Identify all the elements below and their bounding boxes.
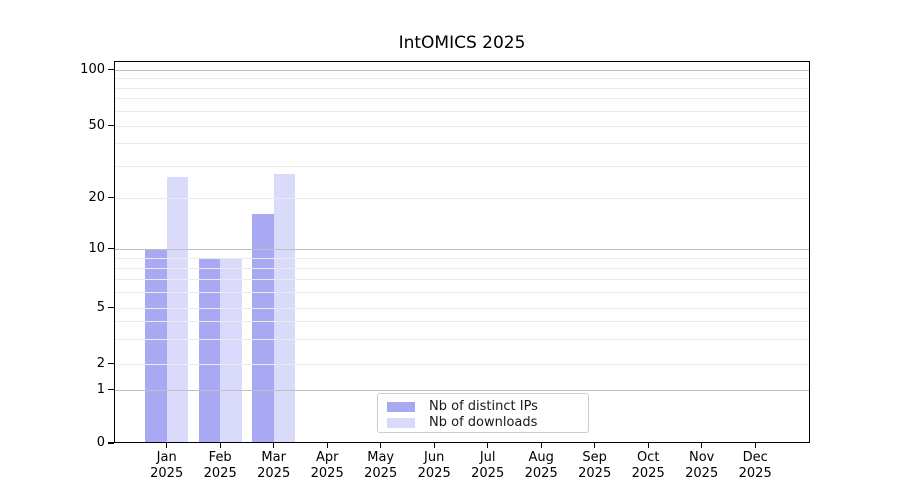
gridline-minor bbox=[114, 110, 810, 112]
y-tick-mark bbox=[108, 248, 114, 250]
bar-distinct-ips-mar bbox=[252, 214, 274, 443]
chart-title: IntOMICS 2025 bbox=[398, 33, 526, 53]
legend-label-downloads: Nb of downloads bbox=[429, 415, 538, 430]
legend-item-downloads: Nb of downloads bbox=[387, 415, 588, 430]
y-tick-mark bbox=[108, 362, 114, 365]
x-tick-label: Aug 2025 bbox=[524, 450, 558, 481]
x-tick-label: Jan 2025 bbox=[150, 450, 184, 481]
y-tick-mark bbox=[108, 197, 114, 199]
gridline-minor bbox=[114, 197, 810, 199]
legend-swatch-distinct-ips bbox=[387, 401, 415, 412]
gridline-minor bbox=[114, 125, 810, 127]
y-tick-mark bbox=[108, 124, 114, 127]
legend-item-distinct-ips: Nb of distinct IPs bbox=[387, 399, 588, 414]
x-tick-mark bbox=[754, 443, 756, 448]
gridline-minor bbox=[114, 87, 810, 89]
x-tick-label: Feb 2025 bbox=[203, 450, 237, 481]
gridline-minor bbox=[114, 363, 810, 365]
y-tick-label: 20 bbox=[88, 189, 105, 205]
bar-distinct-ips-feb bbox=[198, 257, 221, 443]
bar-distinct-ips-jan bbox=[145, 248, 167, 443]
x-tick-label: May 2025 bbox=[364, 450, 398, 481]
gridline-major bbox=[114, 389, 810, 391]
y-tick-mark bbox=[108, 388, 114, 391]
x-tick-mark bbox=[433, 443, 435, 448]
gridline-minor bbox=[114, 307, 810, 309]
x-tick-mark bbox=[326, 443, 328, 448]
x-tick-mark bbox=[701, 443, 703, 448]
y-tick-mark bbox=[108, 68, 114, 71]
y-tick-label: 10 bbox=[88, 240, 105, 256]
legend-label-distinct-ips: Nb of distinct IPs bbox=[429, 399, 538, 414]
gridline-minor bbox=[114, 257, 810, 259]
gridline-minor bbox=[114, 338, 810, 340]
x-tick-mark bbox=[380, 443, 382, 448]
gridline-minor bbox=[114, 292, 810, 294]
axis-spine-bottom bbox=[114, 441, 810, 443]
y-tick-mark bbox=[108, 442, 114, 444]
x-tick-label: Mar 2025 bbox=[257, 450, 291, 481]
x-tick-mark bbox=[540, 443, 542, 448]
axis-spine-top bbox=[114, 61, 810, 63]
x-tick-mark bbox=[487, 443, 489, 448]
x-tick-label: Jul 2025 bbox=[471, 450, 505, 481]
y-tick-label: 2 bbox=[96, 355, 105, 371]
gridline-minor bbox=[114, 267, 810, 269]
x-tick-label: Apr 2025 bbox=[310, 450, 344, 481]
y-tick-label: 1 bbox=[96, 381, 105, 397]
axis-spine-left bbox=[114, 61, 116, 443]
axis-spine-right bbox=[808, 61, 810, 443]
y-tick-mark bbox=[108, 307, 114, 309]
gridline-minor bbox=[114, 78, 810, 79]
x-tick-label: Sep 2025 bbox=[578, 450, 612, 481]
y-tick-label: 100 bbox=[80, 61, 105, 77]
y-tick-label: 5 bbox=[96, 299, 105, 315]
y-tick-label: 0 bbox=[96, 435, 105, 450]
gridline-minor bbox=[114, 279, 810, 281]
gridline-major bbox=[114, 248, 810, 250]
x-tick-label: Oct 2025 bbox=[631, 450, 665, 481]
gridline-minor bbox=[114, 143, 810, 145]
x-tick-label: Dec 2025 bbox=[738, 450, 772, 481]
legend-swatch-downloads bbox=[387, 417, 415, 428]
gridline-major bbox=[114, 69, 810, 71]
gridline-minor bbox=[114, 98, 810, 100]
x-tick-mark bbox=[647, 443, 649, 448]
x-tick-mark bbox=[594, 443, 596, 448]
x-tick-mark bbox=[219, 443, 221, 448]
gridline-minor bbox=[114, 165, 810, 167]
x-tick-label: Nov 2025 bbox=[685, 450, 719, 481]
gridline-minor bbox=[114, 321, 810, 323]
bar-downloads-jan bbox=[166, 177, 189, 443]
x-tick-mark bbox=[166, 443, 168, 448]
x-tick-mark bbox=[273, 443, 275, 448]
y-tick-label: 50 bbox=[88, 117, 105, 133]
x-tick-label: Jun 2025 bbox=[417, 450, 451, 481]
bar-downloads-feb bbox=[220, 257, 242, 443]
plot-area: 0 1 2 5 10 20 50 100 Jan 2025 Feb 2025 Mar 2025 Apr… bbox=[80, 61, 810, 481]
legend: Nb of distinct IPs Nb of downloads bbox=[377, 393, 589, 433]
